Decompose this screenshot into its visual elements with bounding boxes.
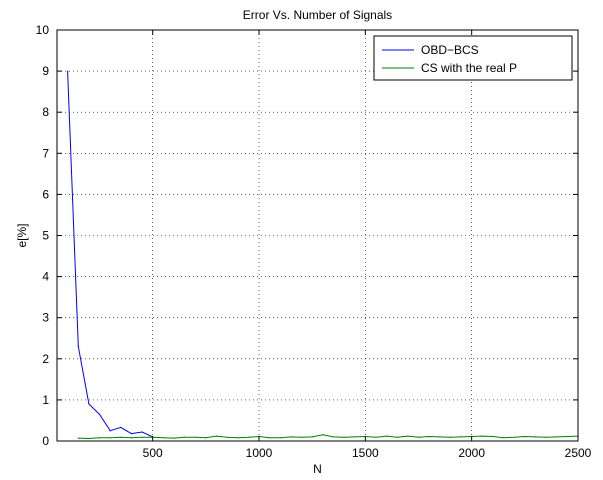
x-tick-label: 500 [143,446,163,460]
x-tick-label: 2500 [565,446,592,460]
data-point [215,435,218,437]
y-tick-label: 7 [42,146,49,160]
data-point [109,437,111,439]
legend-label: CS with the real P [421,61,517,75]
y-tick-label: 0 [42,434,49,448]
data-point [109,430,111,432]
chart-title: Error Vs. Number of Signals [243,8,392,22]
data-point [130,437,133,439]
data-point [141,436,143,438]
data-point [428,435,430,438]
data-point [322,434,324,436]
data-point [386,435,388,437]
y-tick-label: 10 [36,23,50,37]
data-point [194,436,196,438]
grid-lines [57,30,578,441]
data-point [566,435,568,438]
data-point [460,436,462,438]
data-point [524,435,526,438]
data-point [130,433,133,435]
data-point [375,436,377,438]
data-point [513,436,515,438]
data-point [120,436,122,438]
x-axis-title: N [313,462,322,476]
data-point [88,403,90,405]
data-point [417,436,420,438]
data-point [237,437,239,439]
data-point [205,437,207,439]
y-tick-label: 1 [42,393,49,407]
y-tick-label: 6 [42,187,49,201]
data-point [534,436,537,438]
data-point [98,437,101,439]
data-point [396,436,398,438]
data-point [439,436,441,438]
data-point [481,435,483,437]
data-point [407,435,409,437]
data-point [343,436,345,438]
data-point [141,431,143,433]
data-point [173,437,175,439]
x-tick-label: 2000 [458,446,485,460]
legend-box [373,35,573,81]
series-group [67,70,579,440]
x-tick-label: 1500 [352,446,379,460]
series-line-0 [67,71,153,438]
data-point [311,436,313,438]
data-point [162,437,164,439]
legend-label: OBD−BCS [421,43,479,57]
data-point [279,437,281,439]
data-point [98,413,101,415]
data-point [88,437,90,440]
axis-ticks: 500 1000 1500 2000 2500 0 1 2 3 4 5 6 7 8 9 10 [36,23,592,460]
data-point [354,436,356,438]
data-point [492,435,494,438]
data-point [269,437,271,439]
data-point [332,436,335,438]
data-point [247,436,249,438]
data-point [67,70,69,72]
data-point [449,436,452,438]
legend: OBD−BCS CS with the real P [373,35,573,81]
y-tick-label: 9 [42,64,49,78]
data-point [120,426,122,429]
data-point [77,345,79,348]
data-point [183,436,186,438]
y-tick-label: 8 [42,105,49,119]
data-point [502,437,505,439]
y-axis-title: e[%] [15,223,29,247]
x-tick-label: 1000 [246,446,273,460]
data-point [226,436,228,438]
y-tick-label: 5 [42,229,49,243]
data-point [556,436,558,438]
y-tick-label: 4 [42,270,49,284]
data-point [77,437,79,439]
series-line-1 [78,434,579,440]
data-point [300,436,303,438]
y-tick-label: 2 [42,352,49,366]
y-tick-label: 3 [42,311,49,325]
data-point [545,436,547,438]
data-point [290,436,292,438]
